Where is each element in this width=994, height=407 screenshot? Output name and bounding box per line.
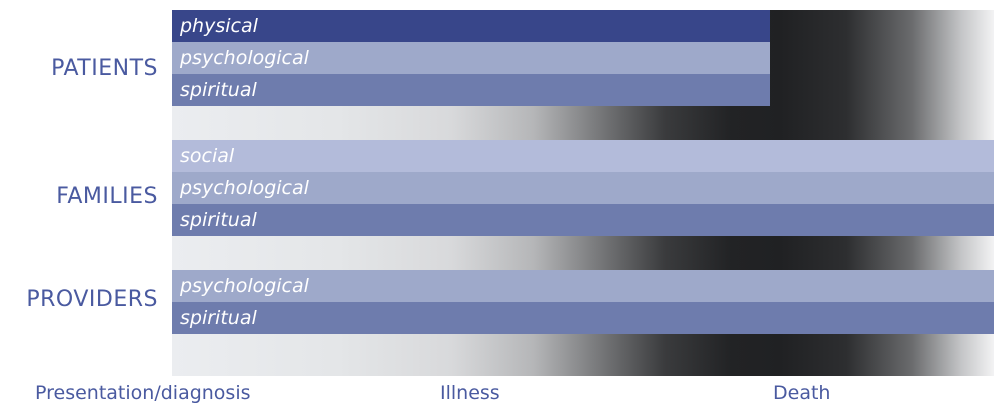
bar-label: spiritual — [180, 209, 257, 231]
families-bar-social: social — [172, 140, 994, 172]
bar-label: psychological — [180, 47, 309, 69]
providers-bar-spiritual: spiritual — [172, 302, 994, 334]
families-bar-psychological: psychological — [172, 172, 994, 204]
bar-label: spiritual — [180, 79, 257, 101]
bar-label: psychological — [180, 275, 309, 297]
patients-bar-spiritual: spiritual — [172, 74, 770, 106]
timeline-start-label: Presentation/diagnosis — [35, 382, 251, 404]
bar-label: psychological — [180, 177, 309, 199]
patients-bar-physical: physical — [172, 10, 770, 42]
bar-label: social — [180, 145, 235, 167]
group-label-providers: PROVIDERS — [26, 287, 158, 312]
group-label-families: FAMILIES — [56, 184, 158, 209]
bar-label: physical — [180, 15, 258, 37]
patients-bar-psychological: psychological — [172, 42, 770, 74]
timeline-end-label: Death — [773, 382, 831, 404]
providers-bar-psychological: psychological — [172, 270, 994, 302]
families-bar-spiritual: spiritual — [172, 204, 994, 236]
timeline-middle-label: Illness — [440, 382, 500, 404]
group-label-patients: PATIENTS — [51, 56, 158, 81]
bar-label: spiritual — [180, 307, 257, 329]
